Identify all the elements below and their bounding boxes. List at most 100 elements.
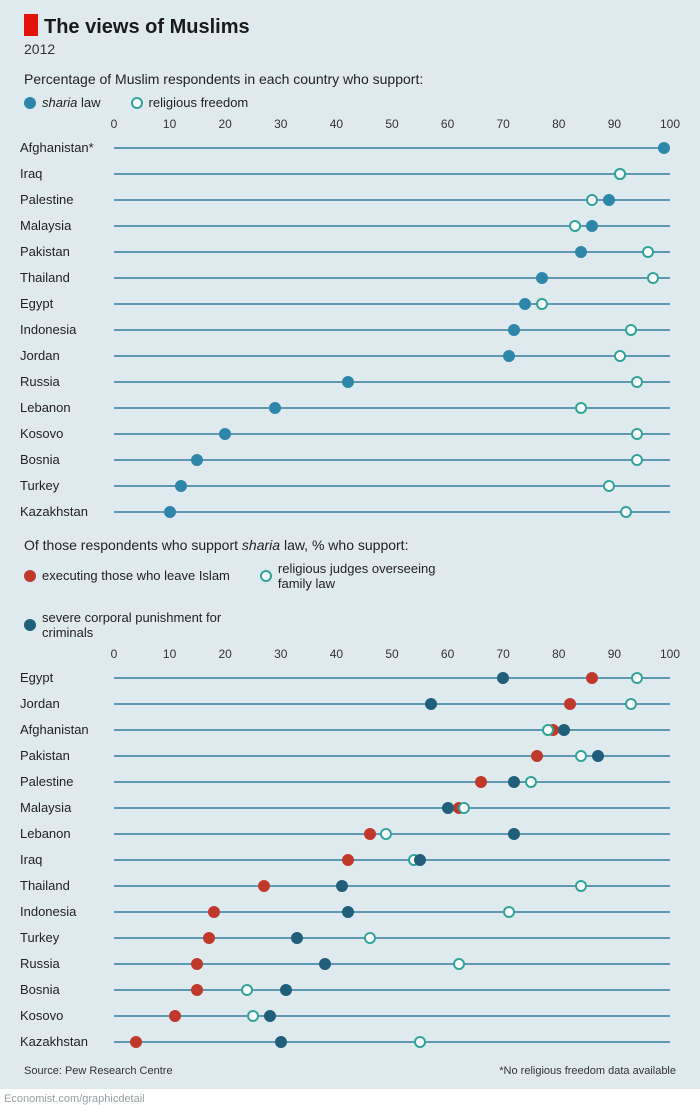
country-label: Lebanon — [20, 821, 108, 847]
country-label: Jordan — [20, 343, 108, 369]
data-point — [575, 880, 587, 892]
chart1-subtitle: Percentage of Muslim respondents in each… — [24, 71, 676, 87]
data-point — [592, 750, 604, 762]
chart-row: Jordan — [114, 343, 670, 369]
axis-tick: 50 — [385, 647, 398, 661]
country-label: Pakistan — [20, 743, 108, 769]
data-point — [364, 828, 376, 840]
data-point — [508, 828, 520, 840]
row-line — [114, 303, 670, 305]
row-line — [114, 911, 670, 913]
legend-swatch — [260, 570, 272, 582]
axis-tick: 80 — [552, 117, 565, 131]
data-point — [269, 402, 281, 414]
data-point — [258, 880, 270, 892]
row-line — [114, 937, 670, 939]
axis-tick: 100 — [660, 117, 680, 131]
row-line — [114, 781, 670, 783]
legend-item: religious freedom — [131, 95, 249, 111]
axis-tick: 0 — [111, 117, 118, 131]
chart-row: Kosovo — [114, 421, 670, 447]
data-point — [625, 698, 637, 710]
chart-row: Egypt — [114, 665, 670, 691]
data-point — [519, 298, 531, 310]
data-point — [631, 672, 643, 684]
source-label: Source: Pew Research Centre — [24, 1065, 173, 1077]
country-label: Malaysia — [20, 795, 108, 821]
data-point — [191, 454, 203, 466]
data-point — [336, 880, 348, 892]
country-label: Jordan — [20, 691, 108, 717]
row-line — [114, 329, 670, 331]
row-line — [114, 703, 670, 705]
data-point — [564, 698, 576, 710]
legend-item: religious judges overseeing family law — [260, 561, 470, 592]
chart-row: Palestine — [114, 769, 670, 795]
data-point — [380, 828, 392, 840]
chart1-axis: 0102030405060708090100 — [114, 117, 670, 135]
data-point — [508, 776, 520, 788]
chart-row: Indonesia — [114, 899, 670, 925]
country-label: Egypt — [20, 665, 108, 691]
data-point — [342, 906, 354, 918]
country-label: Malaysia — [20, 213, 108, 239]
axis-tick: 60 — [441, 117, 454, 131]
data-point — [280, 984, 292, 996]
data-point — [291, 932, 303, 944]
country-label: Turkey — [20, 925, 108, 951]
country-label: Bosnia — [20, 977, 108, 1003]
row-line — [114, 433, 670, 435]
country-label: Iraq — [20, 847, 108, 873]
axis-tick: 50 — [385, 117, 398, 131]
chart1-legend: sharia law religious freedom — [24, 95, 676, 111]
axis-tick: 70 — [497, 117, 510, 131]
legend-label: religious judges overseeing family law — [278, 561, 470, 592]
country-label: Palestine — [20, 769, 108, 795]
data-point — [575, 402, 587, 414]
chart-row: Bosnia — [114, 447, 670, 473]
axis-tick: 30 — [274, 647, 287, 661]
data-point — [525, 776, 537, 788]
country-label: Russia — [20, 951, 108, 977]
data-point — [475, 776, 487, 788]
data-point — [442, 802, 454, 814]
row-line — [114, 807, 670, 809]
country-label: Pakistan — [20, 239, 108, 265]
row-line — [114, 859, 670, 861]
legend-swatch — [24, 97, 36, 109]
chart-row: Lebanon — [114, 821, 670, 847]
axis-tick: 60 — [441, 647, 454, 661]
data-point — [342, 376, 354, 388]
country-label: Turkey — [20, 473, 108, 499]
chart-row: Russia — [114, 369, 670, 395]
row-line — [114, 277, 670, 279]
country-label: Lebanon — [20, 395, 108, 421]
data-point — [614, 168, 626, 180]
row-line — [114, 1015, 670, 1017]
legend-swatch — [24, 570, 36, 582]
chart-row: Malaysia — [114, 795, 670, 821]
data-point — [414, 1036, 426, 1048]
axis-tick: 40 — [330, 647, 343, 661]
chart-row: Iraq — [114, 847, 670, 873]
data-point — [219, 428, 231, 440]
data-point — [319, 958, 331, 970]
chart-row: Russia — [114, 951, 670, 977]
data-point — [241, 984, 253, 996]
data-point — [536, 272, 548, 284]
chart1-plot: 0102030405060708090100 Afghanistan*IraqP… — [114, 117, 670, 525]
axis-tick: 0 — [111, 647, 118, 661]
chart-row: Jordan — [114, 691, 670, 717]
legend-label: sharia law — [42, 95, 101, 111]
country-label: Afghanistan — [20, 717, 108, 743]
country-label: Kosovo — [20, 1003, 108, 1029]
axis-tick: 10 — [163, 647, 176, 661]
chart2-legend: executing those who leave Islam religious… — [24, 561, 676, 641]
data-point — [625, 324, 637, 336]
data-point — [658, 142, 670, 154]
country-label: Thailand — [20, 873, 108, 899]
legend-item: executing those who leave Islam — [24, 561, 230, 592]
country-label: Indonesia — [20, 899, 108, 925]
chart-row: Bosnia — [114, 977, 670, 1003]
data-point — [647, 272, 659, 284]
